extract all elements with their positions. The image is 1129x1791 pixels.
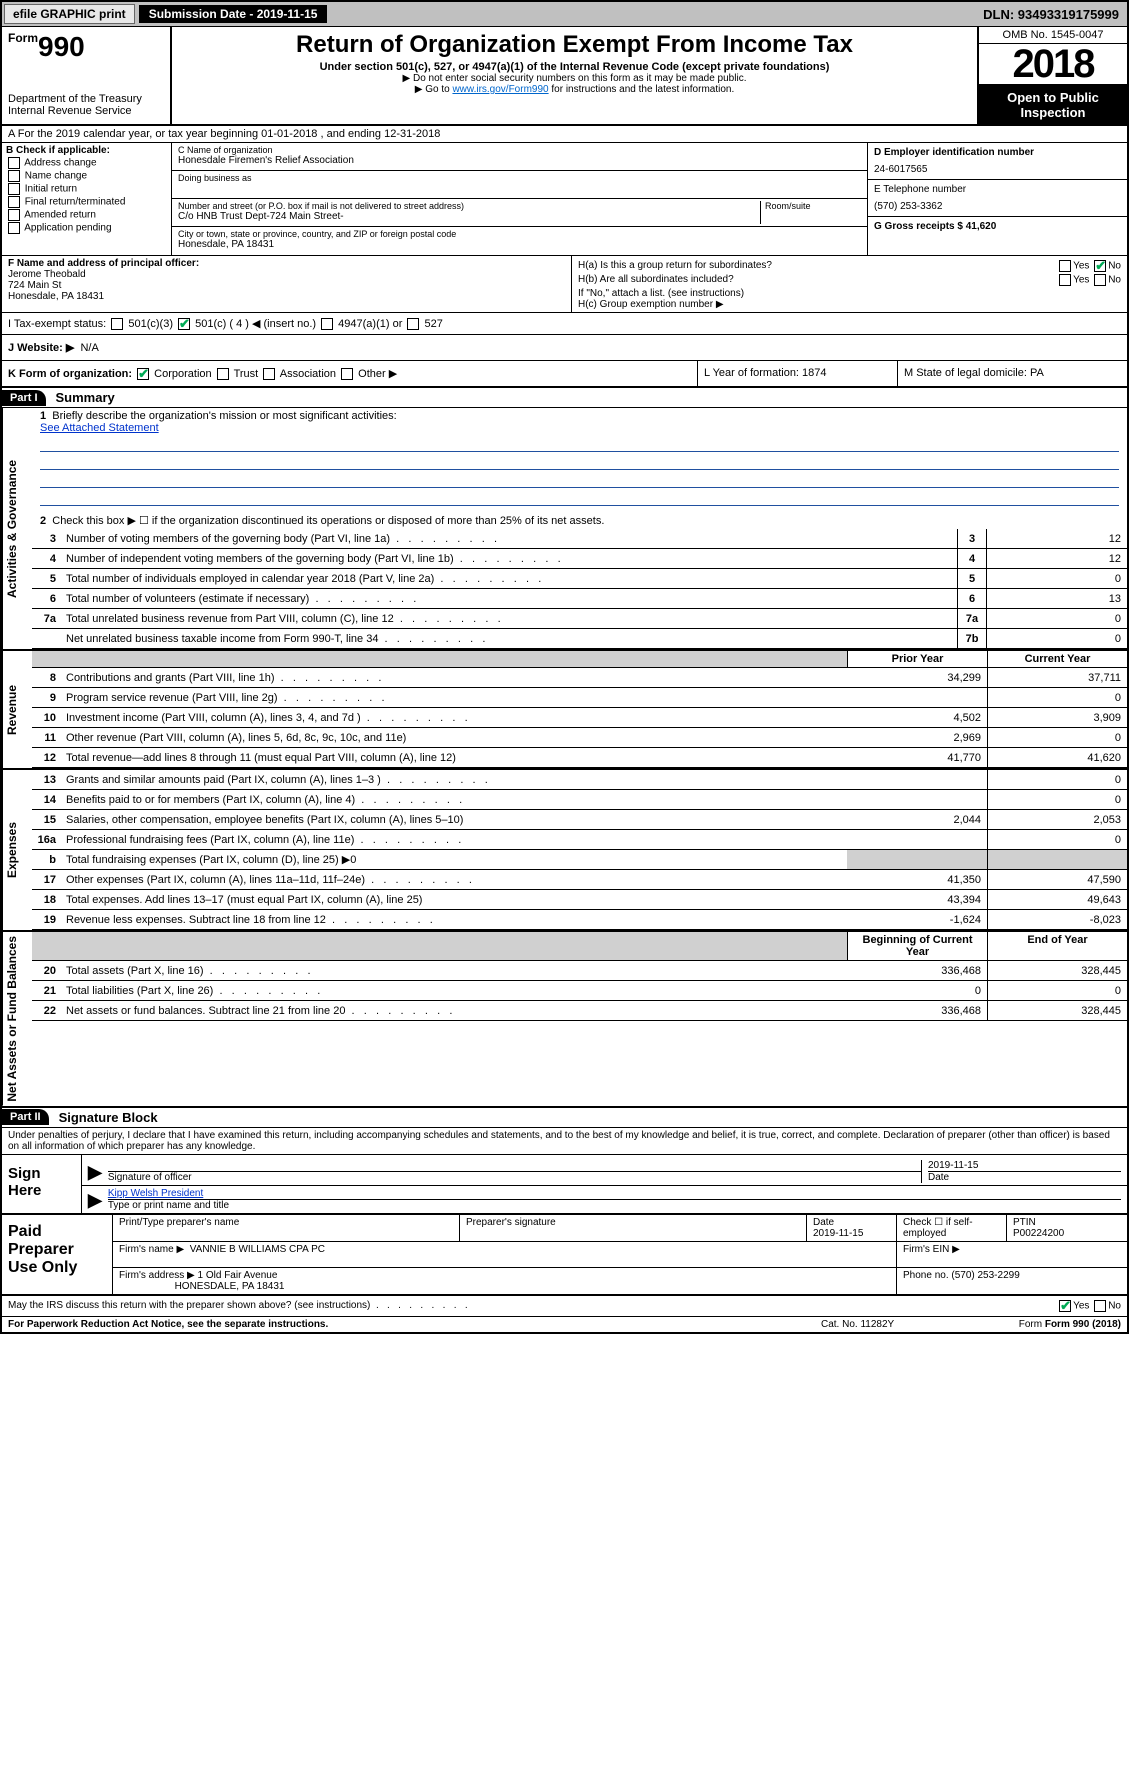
governance-section: Activities & Governance 1 Briefly descri… — [2, 408, 1127, 651]
assoc-checkbox[interactable] — [263, 368, 275, 380]
footer-bar: For Paperwork Reduction Act Notice, see … — [2, 1317, 1127, 1332]
sign-here-block: Sign Here ▶ Signature of officer 2019-11… — [2, 1155, 1127, 1215]
part-1-header: Part I Summary — [2, 388, 1127, 408]
address-change-checkbox[interactable] — [8, 157, 20, 169]
officer-group-row: F Name and address of principal officer:… — [2, 256, 1127, 313]
submission-date-badge: Submission Date - 2019-11-15 — [139, 5, 328, 23]
efile-print-button[interactable]: efile GRAPHIC print — [4, 4, 135, 24]
top-toolbar: efile GRAPHIC print Submission Date - 20… — [2, 2, 1127, 27]
year-formation: L Year of formation: 1874 — [697, 361, 897, 386]
form-subtitle: Under section 501(c), 527, or 4947(a)(1)… — [180, 61, 969, 73]
discuss-preparer-row: May the IRS discuss this return with the… — [2, 1296, 1127, 1317]
dln-label: DLN: 93493319175999 — [975, 5, 1127, 24]
revenue-section: Revenue Prior YearCurrent Year 8Contribu… — [2, 651, 1127, 770]
identity-block: B Check if applicable: Address change Na… — [2, 143, 1127, 256]
netassets-vlabel: Net Assets or Fund Balances — [2, 932, 32, 1106]
header-left: Form990 Department of the Treasury Inter… — [2, 27, 172, 124]
header-right: OMB No. 1545-0047 2018 Open to Public In… — [977, 27, 1127, 124]
form-label: Form — [8, 31, 38, 45]
ha-yes-checkbox[interactable] — [1059, 260, 1071, 272]
row-j-website: J Website: ▶ N/A — [2, 335, 1127, 361]
hb-yes-checkbox[interactable] — [1059, 274, 1071, 286]
org-city: Honesdale, PA 18431 — [178, 239, 861, 250]
discuss-no-checkbox[interactable] — [1094, 1300, 1106, 1312]
org-address: C/o HNB Trust Dept-724 Main Street- — [178, 211, 756, 222]
officer-name-link[interactable]: Kipp Welsh President — [108, 1188, 1121, 1199]
row-i-tax-status: I Tax-exempt status: 501(c)(3) 501(c) ( … — [2, 313, 1127, 335]
paid-preparer-block: Paid Preparer Use Only Print/Type prepar… — [2, 1215, 1127, 1296]
irs-label: Internal Revenue Service — [8, 105, 164, 117]
gross-receipts: G Gross receipts $ 41,620 — [868, 217, 1127, 236]
ha-no-checkbox[interactable] — [1094, 260, 1106, 272]
expenses-vlabel: Expenses — [2, 770, 32, 930]
box-d-ein: D Employer identification number 24-6017… — [867, 143, 1127, 255]
501c3-checkbox[interactable] — [111, 318, 123, 330]
org-name: Honesdale Firemen's Relief Association — [178, 155, 861, 166]
box-c-org-info: C Name of organization Honesdale Firemen… — [172, 143, 867, 255]
box-f-officer: F Name and address of principal officer:… — [2, 256, 572, 312]
arrow-icon: ▶ — [88, 1162, 102, 1183]
corp-checkbox[interactable] — [137, 368, 149, 380]
arrow-icon: ▶ — [88, 1190, 102, 1211]
tax-year: 2018 — [979, 44, 1127, 84]
form-header: Form990 Department of the Treasury Inter… — [2, 27, 1127, 126]
amended-return-checkbox[interactable] — [8, 209, 20, 221]
application-pending-checkbox[interactable] — [8, 222, 20, 234]
form-number: 990 — [38, 31, 85, 62]
527-checkbox[interactable] — [407, 318, 419, 330]
phone-value: (570) 253-3362 — [874, 201, 1121, 212]
form-note-1: ▶ Do not enter social security numbers o… — [180, 73, 969, 84]
other-checkbox[interactable] — [341, 368, 353, 380]
box-b-checklist: B Check if applicable: Address change Na… — [2, 143, 172, 255]
header-center: Return of Organization Exempt From Incom… — [172, 27, 977, 124]
revenue-vlabel: Revenue — [2, 651, 32, 768]
form-990-page: efile GRAPHIC print Submission Date - 20… — [0, 0, 1129, 1334]
discuss-yes-checkbox[interactable] — [1059, 1300, 1071, 1312]
box-h-group: H(a) Is this a group return for subordin… — [572, 256, 1127, 312]
expenses-section: Expenses 13Grants and similar amounts pa… — [2, 770, 1127, 932]
netassets-section: Net Assets or Fund Balances Beginning of… — [2, 932, 1127, 1108]
state-domicile: M State of legal domicile: PA — [897, 361, 1127, 386]
501c-checkbox[interactable] — [178, 318, 190, 330]
governance-vlabel: Activities & Governance — [2, 408, 32, 649]
ein-value: 24-6017565 — [874, 164, 1121, 175]
initial-return-checkbox[interactable] — [8, 183, 20, 195]
4947-checkbox[interactable] — [321, 318, 333, 330]
trust-checkbox[interactable] — [217, 368, 229, 380]
row-a-tax-year: A For the 2019 calendar year, or tax yea… — [2, 126, 1127, 143]
hb-no-checkbox[interactable] — [1094, 274, 1106, 286]
form-note-2: ▶ Go to www.irs.gov/Form990 for instruct… — [180, 84, 969, 95]
mission-statement-link[interactable]: See Attached Statement — [40, 422, 1119, 434]
name-change-checkbox[interactable] — [8, 170, 20, 182]
dept-label: Department of the Treasury — [8, 93, 164, 105]
instructions-link[interactable]: www.irs.gov/Form990 — [452, 84, 548, 95]
final-return-checkbox[interactable] — [8, 196, 20, 208]
form-title: Return of Organization Exempt From Incom… — [180, 31, 969, 59]
open-public-badge: Open to Public Inspection — [979, 84, 1127, 124]
perjury-declaration: Under penalties of perjury, I declare th… — [2, 1128, 1127, 1155]
row-k-form-org: K Form of organization: Corporation Trus… — [2, 361, 1127, 388]
part-2-header: Part II Signature Block — [2, 1108, 1127, 1128]
